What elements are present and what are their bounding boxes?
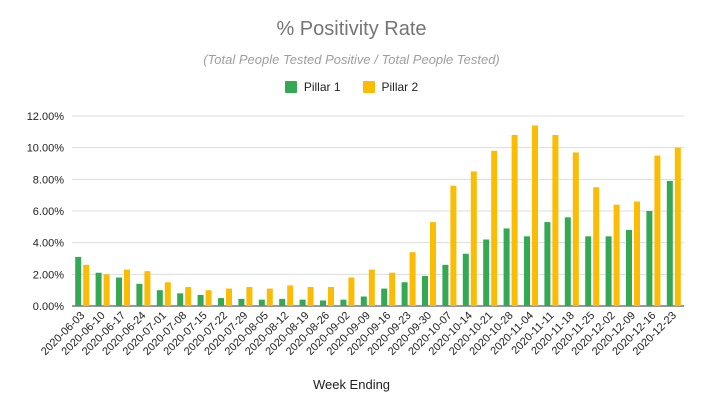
- bar-pillar-2[interactable]: [266, 288, 273, 306]
- legend-label-pillar-1: Pillar 1: [303, 80, 341, 94]
- bar-pillar-1[interactable]: [564, 217, 571, 306]
- bar-pillar-2[interactable]: [103, 274, 110, 306]
- legend-swatch-pillar-1: [284, 81, 297, 93]
- chart-title: % Positivity Rate: [276, 18, 427, 40]
- bar-pillar-1[interactable]: [156, 290, 163, 306]
- y-tick-label: 12.00%: [27, 111, 65, 123]
- bar-pillar-1[interactable]: [544, 222, 551, 306]
- bar-pillar-2[interactable]: [634, 201, 640, 307]
- bar-pillar-2[interactable]: [226, 288, 232, 306]
- legend-item-pillar-1[interactable]: Pillar 1: [284, 80, 341, 94]
- bar-pillar-2[interactable]: [532, 125, 538, 307]
- bar-pillar-2[interactable]: [674, 147, 681, 306]
- bar-pillar-2[interactable]: [124, 269, 130, 306]
- bar-pillar-2[interactable]: [368, 269, 375, 306]
- bar-pillar-2[interactable]: [430, 222, 436, 306]
- bar-pillar-1[interactable]: [666, 180, 673, 306]
- bar-pillar-2[interactable]: [328, 287, 334, 306]
- bar-pillar-2[interactable]: [511, 135, 518, 306]
- bar-pillar-2[interactable]: [409, 252, 416, 306]
- bar-pillar-1[interactable]: [626, 230, 632, 306]
- y-tick-label: 8.00%: [33, 174, 64, 186]
- bar-pillar-1[interactable]: [585, 236, 592, 306]
- bar-pillar-2[interactable]: [389, 272, 396, 306]
- legend-item-pillar-2[interactable]: Pillar 2: [362, 80, 419, 94]
- bar-pillar-1[interactable]: [360, 296, 367, 307]
- bar-pillar-1[interactable]: [136, 283, 143, 306]
- bar-pillar-1[interactable]: [177, 293, 184, 306]
- bar-pillar-2[interactable]: [144, 271, 151, 306]
- bar-pillar-2[interactable]: [164, 282, 171, 306]
- bar-pillar-1[interactable]: [381, 288, 388, 306]
- bar-pillar-2[interactable]: [348, 277, 355, 307]
- bar-pillar-2[interactable]: [287, 285, 294, 306]
- bar-pillar-2[interactable]: [470, 171, 477, 306]
- bar-pillar-2[interactable]: [572, 152, 579, 306]
- bar-pillar-1[interactable]: [442, 264, 449, 306]
- bar-pillar-2[interactable]: [593, 187, 600, 306]
- bar-pillar-2[interactable]: [552, 135, 559, 306]
- bar-pillar-1[interactable]: [462, 253, 469, 306]
- y-tick-label: 0.00%: [33, 301, 64, 313]
- bar-pillar-2[interactable]: [450, 185, 457, 306]
- y-tick-label: 6.00%: [33, 206, 64, 218]
- y-tick-label: 10.00%: [27, 143, 65, 155]
- bar-pillar-2[interactable]: [491, 150, 498, 306]
- y-tick-label: 4.00%: [33, 238, 64, 250]
- bar-pillar-1[interactable]: [646, 211, 653, 306]
- bar-pillar-2[interactable]: [613, 204, 620, 306]
- bar-pillar-1[interactable]: [218, 298, 224, 306]
- bar-pillar-1[interactable]: [422, 275, 428, 306]
- bar-pillar-1[interactable]: [320, 300, 326, 306]
- bar-pillar-1[interactable]: [483, 239, 490, 307]
- bar-pillar-2[interactable]: [307, 287, 314, 306]
- bar-pillar-1[interactable]: [279, 298, 286, 306]
- bar-pillar-1[interactable]: [340, 299, 347, 306]
- bar-pillar-1[interactable]: [503, 228, 510, 306]
- bar-pillar-2[interactable]: [205, 290, 212, 306]
- bar-pillar-1[interactable]: [401, 282, 408, 306]
- bar-pillar-1[interactable]: [605, 236, 612, 306]
- bar-pillar-1[interactable]: [524, 236, 530, 306]
- bar-pillar-1[interactable]: [238, 298, 245, 306]
- legend-label-pillar-2: Pillar 2: [381, 80, 419, 94]
- chart-legend: Pillar 1 Pillar 2: [0, 80, 703, 94]
- y-tick-label: 2.00%: [33, 269, 64, 281]
- bar-pillar-1[interactable]: [258, 299, 265, 306]
- x-axis-title: Week Ending: [312, 377, 391, 392]
- bar-pillar-2[interactable]: [83, 264, 90, 306]
- legend-swatch-pillar-2: [362, 81, 375, 93]
- bar-pillar-1[interactable]: [95, 272, 102, 306]
- bar-pillar-1[interactable]: [116, 277, 122, 307]
- bar-pillar-2[interactable]: [654, 155, 661, 306]
- bar-pillar-1[interactable]: [75, 256, 82, 306]
- bar-pillar-1[interactable]: [299, 299, 306, 306]
- chart-subtitle: (Total People Tested Positive / Total Pe…: [203, 52, 500, 67]
- bar-pillar-2[interactable]: [185, 287, 192, 306]
- bar-pillar-2[interactable]: [246, 287, 253, 306]
- bar-pillar-1[interactable]: [197, 294, 204, 306]
